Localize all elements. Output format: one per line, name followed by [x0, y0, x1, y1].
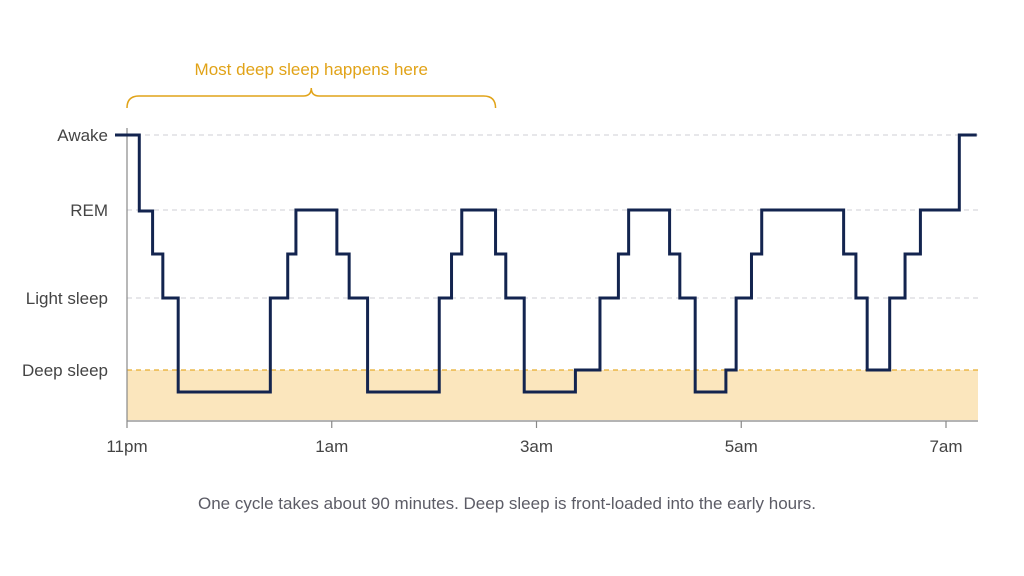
- y-tick-label-deep-sleep: Deep sleep: [22, 361, 108, 380]
- x-tick-label-11pm: 11pm: [106, 437, 147, 456]
- x-tick-label-3am: 3am: [520, 437, 553, 456]
- y-tick-label-rem: REM: [70, 201, 108, 220]
- x-tick-label-7am: 7am: [929, 437, 962, 456]
- y-tick-label-awake: Awake: [57, 126, 108, 145]
- x-tick-label-5am: 5am: [725, 437, 758, 456]
- annotation-label: Most deep sleep happens here: [195, 60, 428, 79]
- chart-caption: One cycle takes about 90 minutes. Deep s…: [197, 494, 817, 513]
- x-tick-label-1am: 1am: [315, 437, 348, 456]
- annotation-bracket: [126, 87, 497, 109]
- deep-sleep-band: [127, 370, 978, 420]
- sleep-stage-line: [115, 133, 977, 394]
- y-tick-label-light-sleep: Light sleep: [26, 289, 108, 308]
